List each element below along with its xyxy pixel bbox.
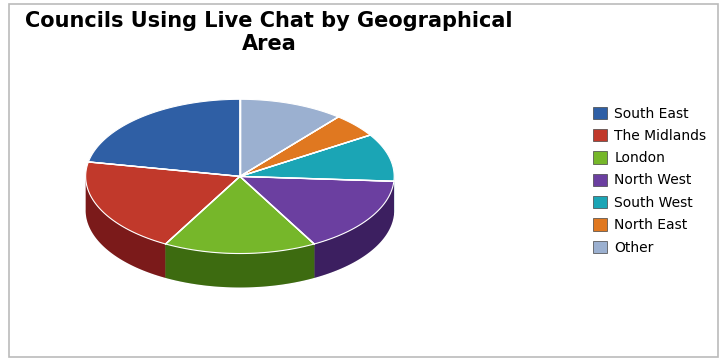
Text: Councils Using Live Chat by Geographical
Area: Councils Using Live Chat by Geographical… — [25, 11, 513, 54]
Legend: South East, The Midlands, London, North West, South West, North East, Other: South East, The Midlands, London, North … — [590, 104, 709, 257]
Polygon shape — [240, 117, 370, 177]
Polygon shape — [166, 177, 240, 278]
Polygon shape — [240, 177, 314, 278]
Polygon shape — [166, 177, 314, 253]
Polygon shape — [240, 177, 394, 215]
Polygon shape — [166, 177, 240, 278]
Polygon shape — [166, 244, 314, 287]
Polygon shape — [89, 99, 240, 177]
Polygon shape — [240, 177, 314, 278]
Polygon shape — [86, 177, 166, 278]
Polygon shape — [240, 135, 394, 181]
Polygon shape — [240, 177, 394, 215]
Polygon shape — [86, 162, 240, 244]
Polygon shape — [240, 99, 338, 177]
Polygon shape — [86, 210, 394, 287]
Polygon shape — [240, 177, 394, 244]
Polygon shape — [314, 181, 394, 278]
